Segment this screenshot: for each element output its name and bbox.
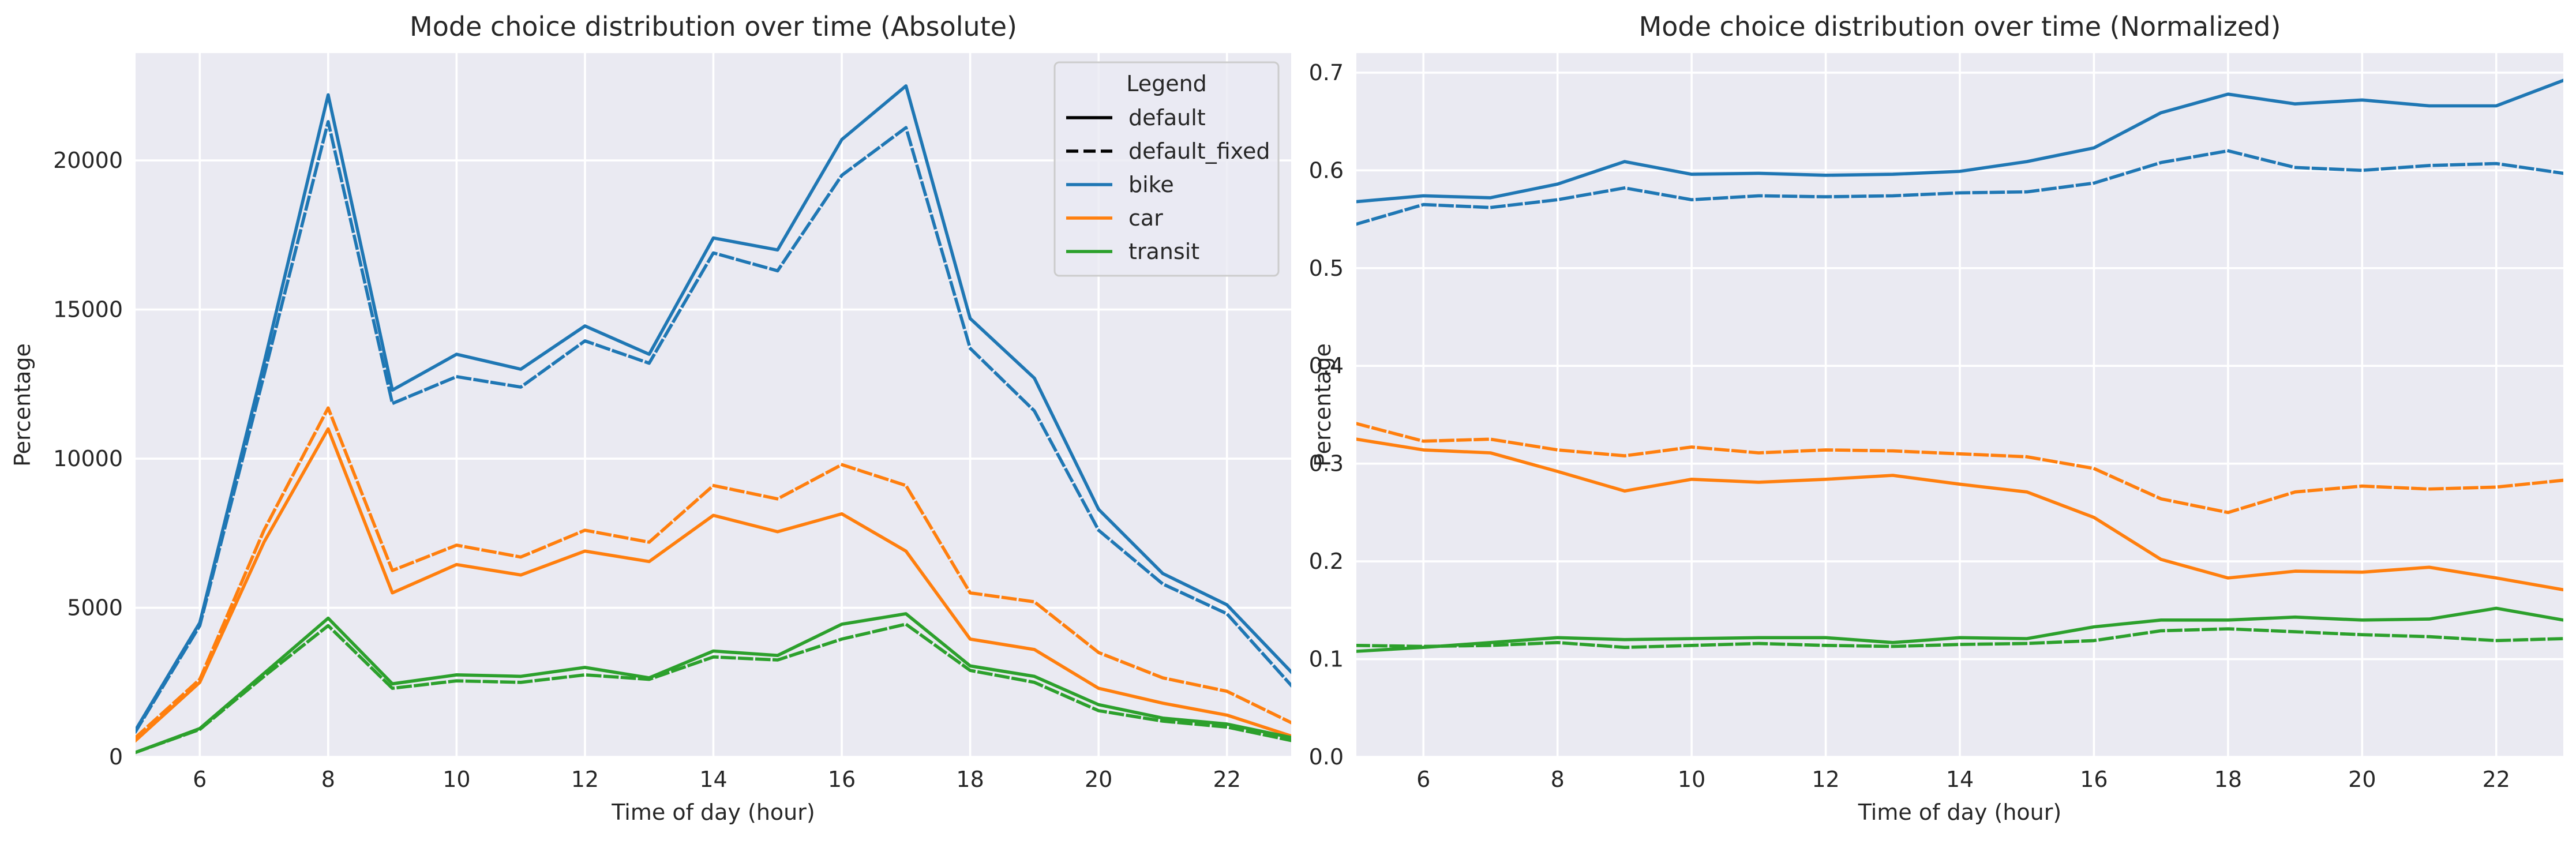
legend-box	[1053, 61, 1280, 277]
y-tick-label: 0.5	[1309, 256, 1344, 281]
x-tick-label: 10	[443, 767, 470, 792]
series-line-bike-default-fixed	[136, 120, 1291, 734]
x-tick-label: 22	[1213, 767, 1241, 792]
y-tick-label: 0	[109, 744, 123, 770]
x-tick-label: 6	[1416, 767, 1430, 792]
y-tick-label: 0.2	[1309, 549, 1344, 574]
x-tick-label: 12	[1812, 767, 1839, 792]
x-tick-label: 20	[2348, 767, 2376, 792]
x-tick-label: 20	[1085, 767, 1112, 792]
x-tick-label: 14	[699, 767, 727, 792]
x-tick-label: 18	[956, 767, 984, 792]
y-tick-label: 20000	[53, 148, 123, 173]
series-line-car-default-fixed	[136, 406, 1291, 740]
x-tick-label: 6	[193, 767, 207, 792]
series-line-bike-default	[1356, 78, 2563, 204]
legend-label-default: default	[1128, 105, 1206, 130]
x-tick-label: 18	[2214, 767, 2242, 792]
y-tick-label: 10000	[53, 446, 123, 471]
legend-label-default-fixed: default_fixed	[1128, 138, 1270, 164]
x-tick-label: 12	[571, 767, 599, 792]
x-tick-label: 16	[2080, 767, 2108, 792]
series-line-car-default	[1356, 437, 2563, 592]
x-tick-label: 22	[2483, 767, 2510, 792]
x-tick-label: 8	[1551, 767, 1565, 792]
y-tick-label: 0.0	[1309, 744, 1344, 770]
chart-normalized: 6 8 10 12 14 16 18 20 22 0.0 0.1 0.2 0.3 0.4 0.5 0.6 0.7…	[1309, 11, 2563, 825]
x-axis-label: Time of day (hour)	[611, 800, 815, 825]
chart-title: Mode choice distribution over time (Abso…	[410, 11, 1017, 42]
y-tick-label: 0.4	[1309, 353, 1344, 378]
series-line-car-default-fixed	[1356, 422, 2563, 515]
y-tick-label: 5000	[67, 595, 123, 621]
y-axis-label: Percentage	[10, 343, 35, 467]
series-line-transit-default-fixed	[1356, 627, 2563, 649]
chart-absolute: 6 8 10 12 14 16 18 20 22 0 5000 10000 15000 20000 Mode…	[10, 11, 1291, 825]
series-line-bike-default-fixed	[1356, 149, 2563, 226]
y-tick-label: 0.1	[1309, 647, 1344, 672]
y-tick-label: 0.6	[1309, 157, 1344, 183]
series-line-car-default	[136, 427, 1291, 743]
legend-label-transit: transit	[1128, 239, 1199, 264]
y-tick-label: 0.7	[1309, 60, 1344, 85]
series-line-transit-default-fixed	[136, 622, 1291, 755]
series-group	[1356, 78, 2563, 653]
series-line-bike-default	[136, 84, 1291, 733]
chart-title: Mode choice distribution over time (Norm…	[1639, 11, 2281, 42]
legend-label-bike: bike	[1128, 172, 1174, 197]
x-tick-label: 14	[1946, 767, 1974, 792]
x-tick-label: 10	[1678, 767, 1705, 792]
series-group	[136, 84, 1291, 755]
x-tick-label: 8	[321, 767, 335, 792]
y-tick-label: 0.3	[1309, 451, 1344, 477]
series-line-transit-default	[1356, 606, 2563, 653]
y-axis-label: Percentage	[1310, 343, 1336, 467]
x-tick-label: 16	[828, 767, 856, 792]
legend-label-car: car	[1128, 205, 1163, 231]
series-line-transit-default	[136, 612, 1291, 755]
y-tick-label: 15000	[53, 297, 123, 322]
x-axis-label: Time of day (hour)	[1858, 800, 2061, 825]
legend-title: Legend	[1126, 71, 1207, 96]
